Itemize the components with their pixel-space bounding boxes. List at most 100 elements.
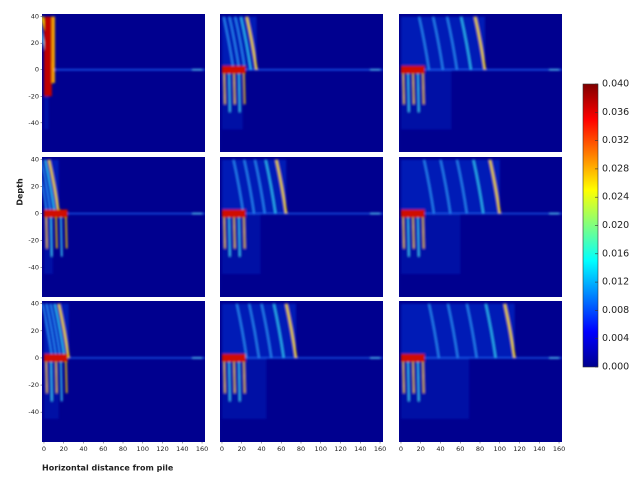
pile-core bbox=[43, 16, 52, 97]
pile-hot bbox=[400, 209, 425, 218]
wake bbox=[400, 16, 485, 70]
pile-streak bbox=[238, 355, 241, 402]
pile-streak bbox=[50, 210, 53, 257]
x-tick-label: 160 bbox=[374, 445, 386, 453]
streak bbox=[42, 303, 53, 359]
x-tick-label: 120 bbox=[513, 445, 525, 453]
y-tick-label: 0 bbox=[35, 66, 39, 74]
streak bbox=[222, 16, 235, 70]
panel-background bbox=[42, 301, 205, 442]
field bbox=[400, 159, 562, 275]
x-tick-label: 0 bbox=[220, 445, 224, 453]
streak bbox=[57, 303, 70, 359]
panel bbox=[220, 157, 383, 297]
wake bbox=[400, 357, 470, 419]
panel bbox=[42, 301, 205, 442]
colorbar-tick-label: 0.012 bbox=[602, 277, 629, 288]
streak bbox=[264, 159, 277, 214]
colorbar-tick-label: 0.028 bbox=[602, 163, 629, 174]
x-tick-label: 60 bbox=[456, 445, 464, 453]
field bbox=[42, 303, 205, 419]
field bbox=[42, 159, 205, 275]
panel bbox=[220, 301, 383, 442]
y-tick-label: -20 bbox=[28, 381, 39, 389]
streak bbox=[446, 16, 458, 70]
streak bbox=[245, 16, 258, 70]
x-tick-label: 20 bbox=[60, 445, 68, 453]
pile-streak bbox=[60, 210, 63, 257]
streak bbox=[236, 303, 248, 359]
colorbar-tick-label: 0.020 bbox=[602, 220, 629, 231]
x-tick-label: 100 bbox=[137, 445, 149, 453]
streak bbox=[47, 159, 60, 214]
streak bbox=[432, 16, 444, 70]
streak bbox=[472, 159, 485, 214]
streak bbox=[275, 159, 288, 214]
pile-hot bbox=[43, 209, 68, 218]
x-tick-label: 40 bbox=[436, 445, 444, 453]
pile-streak bbox=[238, 210, 241, 257]
field bbox=[221, 303, 383, 419]
panel-background bbox=[42, 14, 205, 152]
pile-streak bbox=[50, 355, 53, 402]
y-tick-label: 20 bbox=[31, 183, 39, 191]
colorbar-tick-label: 0.032 bbox=[602, 135, 629, 146]
x-tick-label: 60 bbox=[99, 445, 107, 453]
wake bbox=[221, 213, 261, 275]
streak bbox=[428, 303, 440, 359]
streak bbox=[240, 16, 252, 70]
streak bbox=[447, 303, 459, 359]
field bbox=[221, 16, 383, 130]
pile-streak bbox=[417, 67, 420, 113]
y-tick-label: -20 bbox=[28, 92, 39, 100]
pile-streak bbox=[228, 210, 231, 257]
streak bbox=[460, 16, 472, 70]
x-tick-label: 40 bbox=[79, 445, 87, 453]
pile-hot bbox=[221, 209, 246, 218]
pile-streak bbox=[407, 210, 410, 257]
pile-hot bbox=[400, 65, 425, 74]
wake bbox=[221, 159, 287, 214]
wake bbox=[43, 213, 53, 275]
streak bbox=[488, 159, 501, 214]
x-tick-label: 20 bbox=[238, 445, 246, 453]
streak bbox=[418, 16, 430, 70]
streak bbox=[485, 303, 497, 359]
y-tick-label: -20 bbox=[28, 236, 39, 244]
x-tick-label: 100 bbox=[494, 445, 506, 453]
streak bbox=[273, 303, 285, 359]
streak bbox=[473, 16, 487, 70]
field bbox=[400, 303, 562, 419]
x-tick-label: 60 bbox=[277, 445, 285, 453]
y-tick-label: 0 bbox=[35, 210, 39, 218]
streak bbox=[439, 159, 452, 214]
streak bbox=[248, 303, 260, 359]
wake bbox=[221, 303, 297, 358]
pile-streak bbox=[228, 355, 231, 402]
streak bbox=[285, 303, 298, 359]
x-tick-label: 80 bbox=[119, 445, 127, 453]
y-tick-label: -40 bbox=[28, 408, 39, 416]
streak bbox=[254, 159, 266, 214]
streak bbox=[228, 16, 241, 70]
streak bbox=[53, 303, 66, 359]
pile-streak bbox=[407, 355, 410, 402]
streak bbox=[243, 159, 255, 214]
panel bbox=[399, 14, 562, 152]
pile-streak bbox=[228, 67, 231, 113]
x-tick-label: 0 bbox=[42, 445, 46, 453]
y-axis-label: Depth bbox=[16, 178, 25, 206]
pile-streak bbox=[417, 210, 420, 257]
x-tick-label: 100 bbox=[315, 445, 327, 453]
pile-hot bbox=[221, 65, 246, 74]
x-tick-label: 140 bbox=[354, 445, 366, 453]
x-tick-label: 20 bbox=[417, 445, 425, 453]
wake bbox=[400, 69, 452, 130]
streak bbox=[423, 159, 435, 214]
pile-streak bbox=[60, 355, 63, 402]
y-tick-label: 40 bbox=[31, 300, 39, 308]
wake bbox=[400, 303, 515, 358]
colorbar-tick-label: 0.040 bbox=[602, 79, 629, 90]
panel-background bbox=[42, 157, 205, 297]
streak bbox=[45, 303, 58, 359]
